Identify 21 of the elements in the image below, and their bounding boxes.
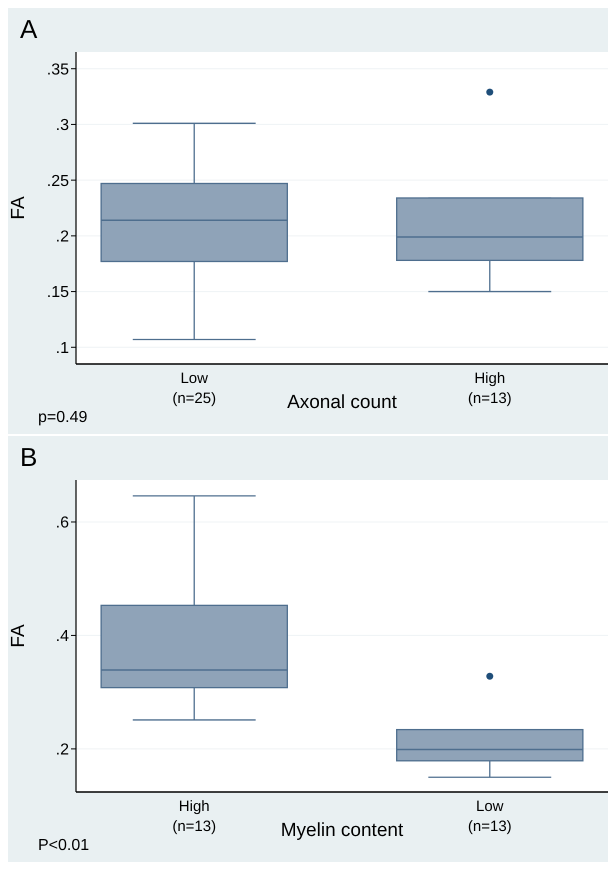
y-tick-label: .15 xyxy=(46,284,70,302)
x-tick-label: High (n=13) xyxy=(468,370,512,407)
text: p=0.49 xyxy=(38,409,88,426)
y-tick-label: .6 xyxy=(56,514,70,532)
y-tick-label: .25 xyxy=(46,172,70,190)
y-tick-label: .3 xyxy=(56,117,70,134)
y-tick-label: .2 xyxy=(56,741,70,758)
x-tick-label: Low (n=13) xyxy=(468,798,512,835)
x-axis-title: Myelin content xyxy=(280,820,404,841)
x-tick-label: High (n=13) xyxy=(172,798,216,835)
text: P<0.01 xyxy=(38,837,90,854)
chart-title: A xyxy=(20,14,38,44)
y-tick-label: .35 xyxy=(46,61,70,78)
y-axis-title: FA xyxy=(8,196,29,220)
x-tick-label: Low (n=25) xyxy=(172,370,216,407)
x-axis-title: Axonal count xyxy=(287,392,398,413)
chart-title: B xyxy=(20,442,38,472)
y-tick-label: .1 xyxy=(56,340,70,357)
y-tick-label: .4 xyxy=(56,628,70,646)
y-tick-label: .2 xyxy=(56,228,70,246)
y-axis-title: FA xyxy=(8,624,29,648)
